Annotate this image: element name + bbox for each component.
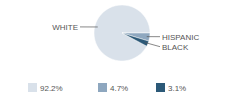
pie-slice <box>122 33 149 46</box>
data-label: 4.7% <box>110 84 128 93</box>
leader-line <box>147 36 160 37</box>
pie <box>94 5 150 61</box>
legend-swatch <box>156 83 165 92</box>
labels: WHITE HISPANICBLACK <box>52 23 199 52</box>
legend: 92.2% 4.7% 3.1% <box>28 83 186 93</box>
leader-line <box>80 26 98 27</box>
chart: WHITE HISPANICBLACK 92.2% 4.7% 3.1% <box>0 0 240 100</box>
leader-line <box>145 43 160 47</box>
legend-swatch <box>28 83 37 92</box>
data-label: 3.1% <box>168 84 186 93</box>
category-label: HISPANIC <box>162 33 199 42</box>
data-label: 92.2% <box>40 84 63 93</box>
category-label: BLACK <box>162 43 189 52</box>
category-label: WHITE <box>52 23 78 32</box>
pie-slice <box>94 5 150 61</box>
legend-swatch <box>98 83 107 92</box>
